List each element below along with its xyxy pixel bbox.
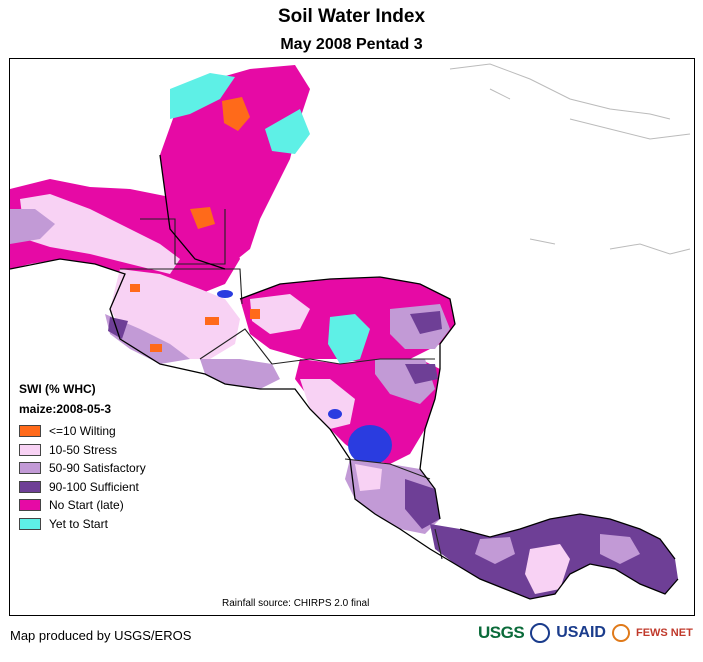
map-canvas (10, 63, 691, 600)
lake-nicaragua (348, 425, 392, 465)
region-costa-rica-suff (405, 479, 440, 529)
map-frame (9, 58, 695, 616)
region-panama-sat-east (600, 534, 640, 564)
region-wilting-spot (130, 284, 140, 292)
caribbean-islands (449, 63, 691, 255)
region-costa-rica-stress (355, 464, 382, 491)
map-subtitle: May 2008 Pentad 3 (280, 36, 423, 53)
region-nicaragua-stress (300, 379, 355, 429)
fews-net-icon (611, 624, 630, 642)
legend-label: 90-100 Sufficient (49, 479, 139, 494)
legend-title: SWI (% WHC) (19, 382, 96, 396)
usaid-logo: USAID (556, 624, 606, 641)
legend-swatch (19, 443, 41, 456)
legend-swatch (19, 517, 41, 530)
region-honduras-suff (410, 311, 442, 334)
legend-swatch (19, 480, 41, 493)
region-southern-mexico-stress (20, 194, 180, 274)
region-el-salvador (200, 359, 280, 389)
legend-subtitle: maize:2008-05-3 (19, 402, 112, 416)
logo-strip: USGS USAID FEWS NET (478, 623, 693, 643)
legend-label: 10-50 Stress (49, 442, 118, 457)
legend-list: <=10 Wilting 10-50 Stress 50-90 Satisfac… (19, 422, 146, 533)
legend-item-wilting: <=10 Wilting (19, 422, 146, 441)
map-legend: SWI (% WHC) maize:2008-05-3 <=10 Wilting… (19, 382, 146, 533)
coastlines (10, 154, 679, 600)
map-credit: Map produced by USGS/EROS (10, 628, 192, 643)
usgs-logo: USGS (478, 623, 525, 642)
legend-item-stress: 10-50 Stress (19, 441, 146, 460)
fews-net-logo: FEWS NET (635, 627, 693, 639)
legend-swatch (19, 425, 41, 438)
legend-item-no-start: No Start (late) (19, 496, 146, 515)
region-wilting-spot (250, 309, 260, 319)
rainfall-source: Rainfall source: CHIRPS 2.0 final (222, 598, 370, 609)
region-honduras-stress (250, 294, 310, 334)
region-guatemala-sat (105, 314, 190, 364)
lake-managua (328, 409, 342, 419)
legend-label: 50-90 Satisfactory (49, 461, 146, 476)
lake-izabal (217, 290, 233, 298)
region-southern-mexico-sat (10, 209, 55, 244)
region-wilting-sm (190, 207, 215, 229)
country-borders (120, 209, 443, 560)
region-wilting-spot (205, 317, 219, 325)
legend-label: No Start (late) (49, 498, 124, 513)
region-wilting-spot (150, 344, 162, 352)
region-nicaragua-suff (405, 364, 438, 384)
map-title: Soil Water Index (277, 6, 426, 27)
legend-swatch (19, 499, 41, 512)
usaid-seal-icon (530, 623, 551, 643)
legend-item-sufficient: 90-100 Sufficient (19, 478, 146, 497)
legend-label: <=10 Wilting (49, 424, 116, 439)
legend-item-yet-to-start: Yet to Start (19, 515, 146, 534)
region-panama-stress (525, 544, 570, 594)
region-honduras-cyan (328, 314, 370, 364)
region-guatemala-suff (108, 317, 128, 339)
region-yet-to-start-nw (170, 73, 235, 119)
legend-item-satisfactory: 50-90 Satisfactory (19, 459, 146, 478)
legend-label: Yet to Start (49, 516, 108, 531)
legend-swatch (19, 462, 41, 475)
region-wilting-yucatan (222, 97, 250, 131)
region-yet-to-start-ne (265, 109, 310, 154)
region-panama-sat (475, 537, 515, 564)
